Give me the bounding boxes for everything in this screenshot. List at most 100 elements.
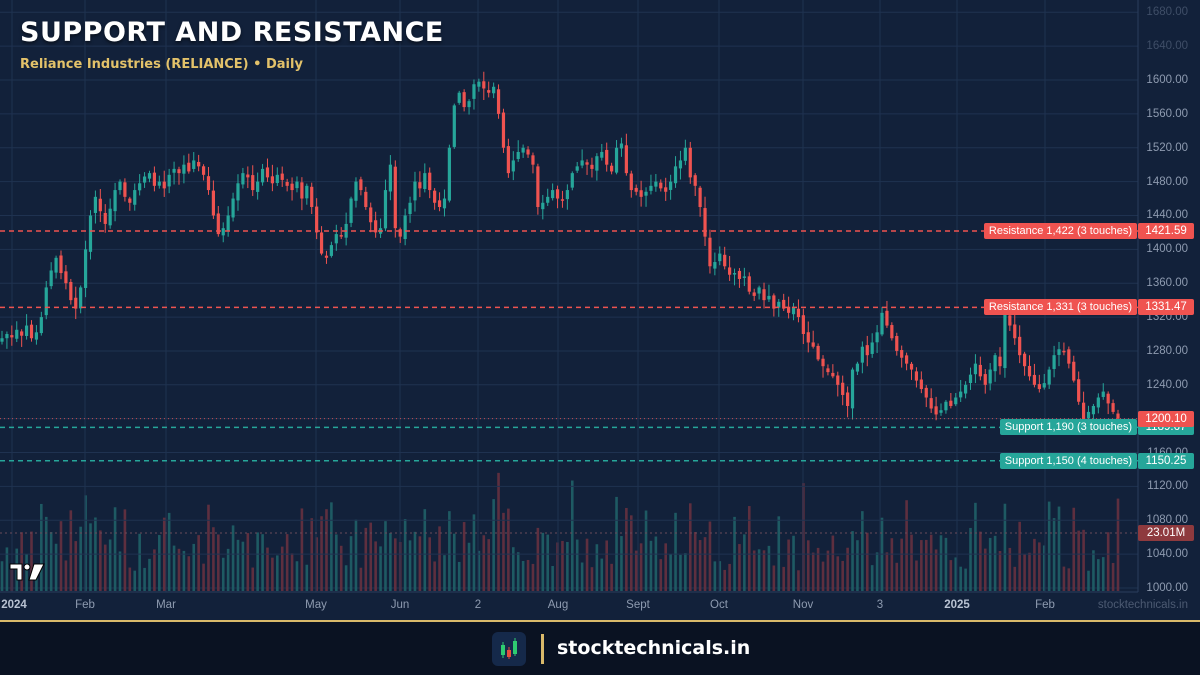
resistance-price-tag: 1331.47 <box>1138 299 1194 316</box>
candle <box>113 182 117 222</box>
y-tick-label: 1520.00 <box>1146 141 1188 154</box>
candle <box>177 166 181 185</box>
footer-bar: stocktechnicals.in <box>0 620 1200 675</box>
candle <box>49 262 53 290</box>
candle <box>546 188 550 206</box>
candle <box>270 164 274 192</box>
chart-subtitle: Reliance Industries (RELIANCE) • Daily <box>20 57 303 72</box>
candle <box>850 367 855 420</box>
x-tick-label: Jun <box>390 599 410 611</box>
candle <box>265 158 270 182</box>
candle <box>393 160 397 238</box>
resistance-label: Resistance 1,422 (3 touches) <box>983 223 1137 240</box>
candle <box>831 364 835 379</box>
candle <box>506 138 510 178</box>
x-tick-label: Feb <box>1035 599 1055 611</box>
candle <box>570 171 574 191</box>
volume-tag: 23.01M <box>1138 525 1194 541</box>
y-tick-label: 1560.00 <box>1146 107 1188 120</box>
candle <box>241 167 245 189</box>
candle <box>452 103 456 149</box>
last-price-tag: 1200.10 <box>1138 410 1194 427</box>
candle <box>959 380 963 402</box>
x-tick-label: 2025 <box>944 599 970 611</box>
candle <box>260 163 265 186</box>
candle <box>767 284 771 303</box>
candle <box>865 335 869 367</box>
candle <box>723 246 727 270</box>
candle <box>501 108 506 153</box>
candle <box>993 352 997 382</box>
y-tick-label: 1400.00 <box>1146 243 1188 256</box>
candle <box>673 156 678 188</box>
candle <box>54 255 58 279</box>
candle <box>1081 391 1086 425</box>
candle <box>147 170 152 183</box>
candle <box>629 170 633 198</box>
candle <box>310 182 314 215</box>
x-tick-label: Feb <box>75 599 95 611</box>
candle <box>20 329 24 347</box>
candle <box>300 177 304 211</box>
candle <box>492 82 496 99</box>
chart-title: SUPPORT AND RESISTANCE <box>20 17 444 48</box>
candle <box>728 255 732 281</box>
x-tick-label: Nov <box>792 599 814 611</box>
candle <box>531 152 535 174</box>
candle <box>197 154 201 172</box>
candle <box>428 167 432 199</box>
candle <box>575 161 579 173</box>
candle <box>231 192 235 222</box>
x-tick-label: Mar <box>156 599 176 611</box>
candle <box>1106 391 1110 415</box>
candle <box>821 355 825 378</box>
candle <box>978 356 982 381</box>
candle <box>29 320 34 342</box>
candle <box>442 189 447 217</box>
x-tick-label: May <box>305 599 327 611</box>
candle <box>418 171 422 198</box>
candle <box>383 179 388 232</box>
candle <box>860 341 864 374</box>
y-tick-label: 1040.00 <box>1146 548 1188 561</box>
candle <box>369 202 373 233</box>
candle <box>944 399 948 414</box>
candle <box>890 322 894 341</box>
candle <box>963 381 968 399</box>
candle <box>182 155 186 184</box>
candle <box>752 288 756 301</box>
candle <box>801 308 805 345</box>
candle <box>487 81 491 98</box>
candle <box>388 155 392 201</box>
footer-brand[interactable]: stocktechnicals.in <box>557 637 751 659</box>
candle <box>423 163 427 193</box>
candle <box>595 153 599 181</box>
candle <box>718 246 722 266</box>
candle <box>103 204 107 233</box>
candle <box>354 177 358 208</box>
candle <box>1042 373 1046 390</box>
candle <box>683 139 687 166</box>
candle <box>1032 363 1037 388</box>
y-tick-label: 1360.00 <box>1146 277 1188 290</box>
candle <box>836 371 840 397</box>
candle <box>983 369 987 394</box>
x-tick-label: Sept <box>626 599 650 611</box>
candle <box>585 159 589 175</box>
chart-area[interactable]: SUPPORT AND RESISTANCE Reliance Industri… <box>0 0 1200 620</box>
y-tick-label: 1280.00 <box>1146 344 1188 357</box>
candle <box>211 180 216 219</box>
candle <box>885 300 889 328</box>
tradingview-logo-icon[interactable] <box>9 563 45 581</box>
candle <box>757 285 761 300</box>
candle <box>192 152 196 173</box>
candle <box>285 178 289 192</box>
candle <box>305 183 309 205</box>
candle <box>614 140 619 175</box>
candle <box>275 167 279 186</box>
candle <box>24 314 29 340</box>
support-price-tag: 1150.25 <box>1138 452 1194 469</box>
candle <box>590 157 594 178</box>
price-chart-canvas[interactable] <box>0 0 1200 620</box>
x-tick-label: Aug <box>547 599 569 611</box>
